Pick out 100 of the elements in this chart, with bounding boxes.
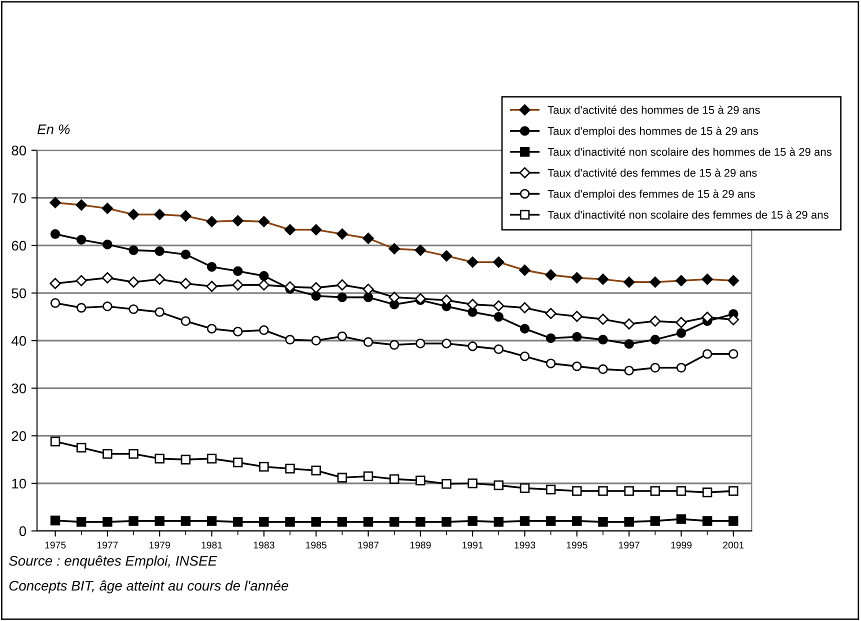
point [442,517,452,527]
x-tick-label: 1983 [254,542,274,549]
point [206,516,217,526]
point [154,274,166,285]
y-tick-label: 0 [19,526,26,536]
point [310,282,322,294]
point [337,472,348,483]
point [102,449,112,459]
x-tick-label: 1977 [97,542,118,549]
point [50,516,60,526]
point [702,516,712,526]
point [728,314,739,326]
point [362,284,374,295]
point [416,517,426,527]
point [363,471,374,482]
point [650,516,660,526]
point [232,266,243,276]
point [546,484,556,494]
point [546,358,556,368]
x-tick-label: 2001 [723,542,744,549]
point [650,334,660,345]
point [128,245,138,256]
point [76,275,87,286]
y-tick-label: 80 [12,146,26,156]
point [180,250,191,260]
point [624,486,634,496]
point [76,302,86,313]
point [389,517,400,527]
point [598,334,608,345]
point [285,517,295,527]
point [311,336,321,346]
point [624,517,634,527]
point [728,349,738,359]
point [624,339,634,349]
point [546,333,556,344]
point [494,517,504,527]
legend-label: Taux d'emploi des femmes de 15 à 29 ans [548,190,755,200]
point [520,483,530,493]
point [206,324,217,334]
point [702,488,712,498]
point [284,281,296,292]
point [76,442,86,453]
legend-label: Taux d'activité des femmes de 15 à 29 ans [548,168,757,177]
source-note: Source : enquêtes Emploi, INSEE [9,556,218,568]
point [598,486,608,496]
y-tick-label: 10 [12,478,26,489]
point [598,364,608,374]
point [102,517,112,527]
point [259,517,269,527]
x-tick-label: 1993 [514,542,536,549]
point [676,514,686,524]
point [154,454,164,464]
point [259,462,269,472]
point [494,344,504,354]
point [154,246,164,256]
x-tick-label: 1979 [150,542,170,549]
point [128,304,138,314]
point [388,292,400,303]
y-tick-label: 50 [12,288,26,298]
point [442,338,452,348]
point [493,300,504,312]
point [728,486,738,496]
point [546,516,556,526]
x-tick-label: 1975 [45,542,66,549]
point [180,516,191,526]
point [206,454,217,464]
point [468,516,478,526]
y-tick-label: 60 [12,240,26,251]
legend-label: Taux d'activité des hommes de 15 à 29 ans [548,106,760,114]
point [102,301,112,312]
point [676,316,687,328]
point [285,334,295,345]
y-axis-title: En % [37,124,70,134]
point [676,362,686,373]
point [50,229,60,239]
point [128,449,138,459]
point [50,278,61,290]
point [50,298,60,308]
point [102,240,112,250]
point [494,312,504,322]
point [494,480,504,490]
point [623,318,635,330]
point [597,314,609,325]
point [650,486,660,496]
point [311,291,321,301]
point [154,307,164,317]
point [232,517,243,527]
point [337,517,348,527]
point [571,310,583,322]
point [702,312,713,323]
point [519,302,530,314]
point [363,292,374,302]
point [650,316,661,327]
x-tick-label: 1981 [202,542,222,549]
point [676,328,686,338]
point [337,331,348,342]
point [416,338,426,348]
point [128,276,140,288]
point [154,516,164,526]
point [728,516,738,526]
